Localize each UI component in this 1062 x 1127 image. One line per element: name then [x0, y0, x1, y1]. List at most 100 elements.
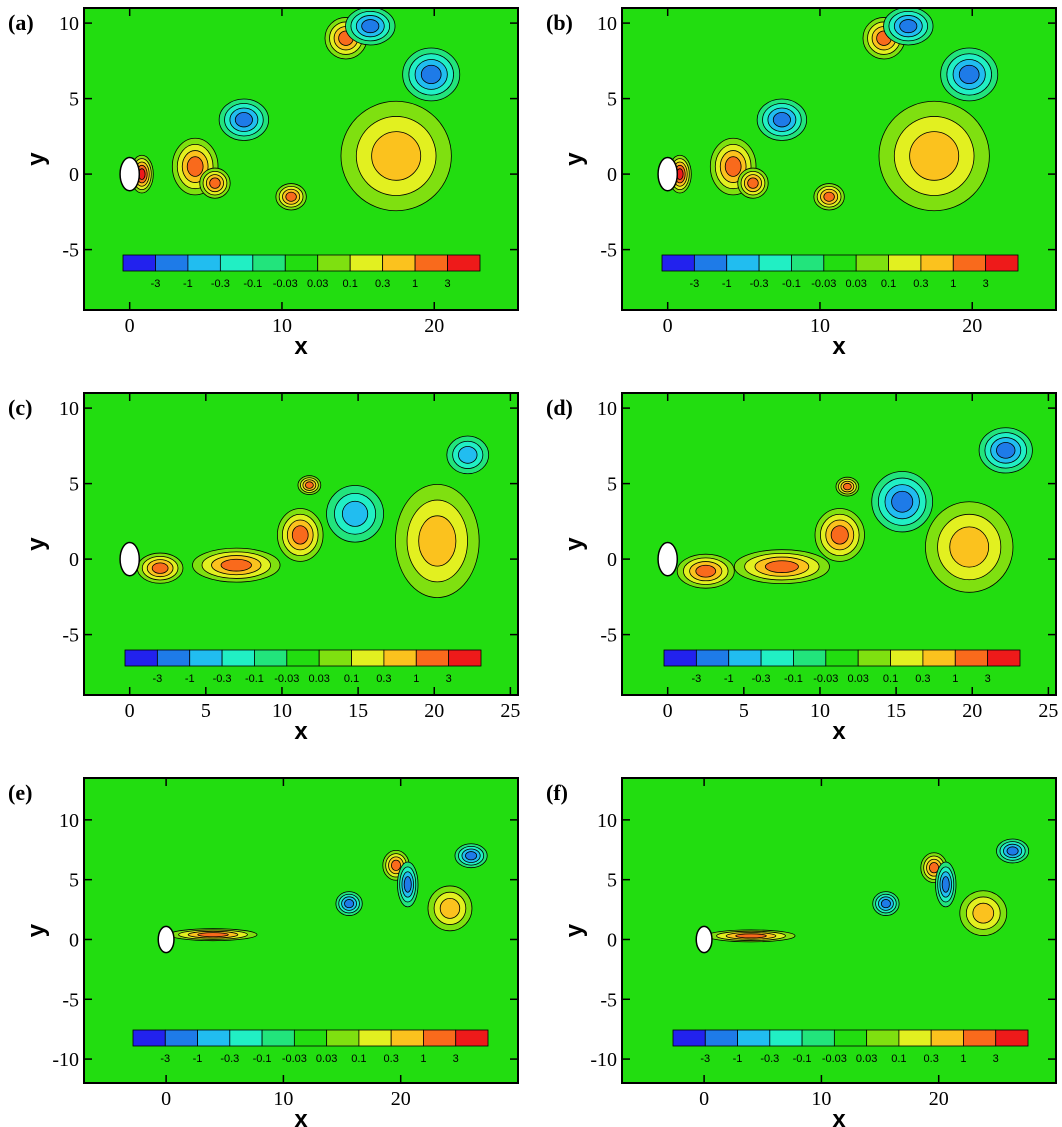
- y-tick-label: 0: [69, 164, 79, 186]
- colorbar-swatch: [293, 1029, 328, 1047]
- contour-field: [706, 838, 1030, 943]
- panel-label: (c): [8, 395, 32, 420]
- axes-frame: [83, 392, 519, 696]
- y-tick-label: 5: [69, 89, 79, 111]
- x-tick-label: 10: [273, 1088, 293, 1110]
- vortex-6: [458, 446, 478, 464]
- vortex-2: [186, 156, 204, 177]
- colorbar-label: 0.03: [856, 1053, 877, 1065]
- y-tick-label: 10: [597, 13, 617, 35]
- x-axis-label: x: [294, 1106, 308, 1127]
- vortex-4: [305, 481, 314, 489]
- contour-field: [676, 427, 1033, 593]
- vortex-5: [285, 191, 297, 202]
- y-tick-label: 5: [69, 474, 79, 496]
- colorbar: -3 -1 -0.3 -0.1 -0.03 0.03 0.1 0.3 1 3: [672, 1029, 1029, 1065]
- colorbar-label: -3: [151, 278, 161, 290]
- vortex-2: [880, 899, 891, 909]
- vortex-4: [941, 876, 950, 893]
- colorbar-label: 0.3: [376, 673, 391, 685]
- colorbar-label: 1: [950, 278, 956, 290]
- colorbar-label: 0.1: [344, 673, 359, 685]
- y-axis-label: y: [23, 152, 50, 166]
- colorbar-swatch: [760, 649, 794, 667]
- colorbar-swatch: [825, 649, 859, 667]
- colorbar-label: 0.1: [891, 1053, 906, 1065]
- colorbar-swatch: [930, 1029, 964, 1047]
- x-tick-label: 10: [272, 700, 292, 722]
- colorbar: -3 -1 -0.3 -0.1 -0.03 0.03 0.1 0.3 1 3: [124, 649, 482, 685]
- colorbar-swatch: [155, 254, 189, 272]
- panel-label: (d): [546, 395, 573, 420]
- colorbar-swatch: [447, 254, 481, 272]
- vortex-5: [341, 500, 369, 527]
- colorbar-swatch: [833, 1029, 868, 1047]
- colorbar-swatch: [987, 649, 1021, 667]
- colorbar-label: 0.03: [307, 278, 328, 290]
- colorbar-swatch: [261, 1029, 295, 1047]
- y-tick-label: 5: [607, 474, 617, 496]
- x-tick-label: 20: [962, 315, 982, 337]
- vortex-3: [391, 859, 402, 871]
- vortex-7: [899, 19, 918, 34]
- colorbar-label: -0.3: [211, 278, 230, 290]
- colorbar-label: 0.1: [343, 278, 358, 290]
- x-tick-label: 25: [500, 700, 520, 722]
- colorbar-label: -0.3: [760, 1053, 779, 1065]
- colorbar-label: 3: [983, 278, 989, 290]
- vortex-6: [439, 898, 461, 919]
- colorbar-swatch: [672, 1029, 706, 1047]
- body-shape: [657, 541, 679, 577]
- vortex-1: [151, 562, 169, 574]
- y-tick-label: 5: [607, 89, 617, 111]
- colorbar-label: -0.1: [253, 1053, 272, 1065]
- vortex-5: [1006, 846, 1019, 856]
- colorbar-swatch: [286, 649, 320, 667]
- colorbar-swatch: [132, 1029, 166, 1047]
- colorbar-swatch: [254, 649, 288, 667]
- colorbar-swatch: [448, 649, 482, 667]
- vortex-1: [735, 933, 767, 939]
- x-tick-label: 10: [810, 315, 830, 337]
- colorbar-label: -0.1: [793, 1053, 812, 1065]
- vortex-6: [996, 442, 1016, 459]
- vortex-8: [420, 64, 442, 85]
- colorbar-swatch: [857, 649, 891, 667]
- y-axis-label: y: [23, 537, 50, 551]
- colorbar-label: -1: [193, 1053, 203, 1065]
- colorbar-swatch: [888, 254, 922, 272]
- colorbar-swatch: [693, 254, 728, 272]
- contour-field: [168, 843, 488, 942]
- colorbar-swatch: [663, 649, 697, 667]
- colorbar-label: 1: [413, 673, 419, 685]
- colorbar-label: -0.3: [220, 1053, 239, 1065]
- colorbar-swatch: [898, 1029, 932, 1047]
- axes-frame: [621, 392, 1057, 696]
- colorbar-label: 3: [444, 278, 450, 290]
- colorbar-label: 3: [453, 1053, 459, 1065]
- y-tick-label: -10: [52, 1049, 79, 1071]
- colorbar-swatch: [963, 1029, 997, 1047]
- vortex-2: [724, 156, 742, 177]
- colorbar-label: 1: [412, 278, 418, 290]
- x-tick-label: 0: [161, 1088, 171, 1110]
- colorbar-label: -0.1: [782, 278, 801, 290]
- vortex-1: [197, 932, 229, 938]
- colorbar-label: 0.1: [351, 1053, 366, 1065]
- x-tick-label: 15: [348, 700, 368, 722]
- x-axis-label: x: [294, 333, 308, 360]
- x-tick-label: 10: [811, 1088, 831, 1110]
- y-axis-label: y: [23, 923, 50, 937]
- axes-frame: [83, 7, 519, 311]
- colorbar-label: 0.3: [924, 1053, 939, 1065]
- colorbar-label: 1: [960, 1053, 966, 1065]
- vortex-3: [209, 177, 221, 189]
- x-tick-label: 20: [929, 1088, 949, 1110]
- colorbar-swatch: [284, 254, 319, 272]
- colorbar-label: -0.1: [245, 673, 264, 685]
- vortex-5: [465, 851, 478, 861]
